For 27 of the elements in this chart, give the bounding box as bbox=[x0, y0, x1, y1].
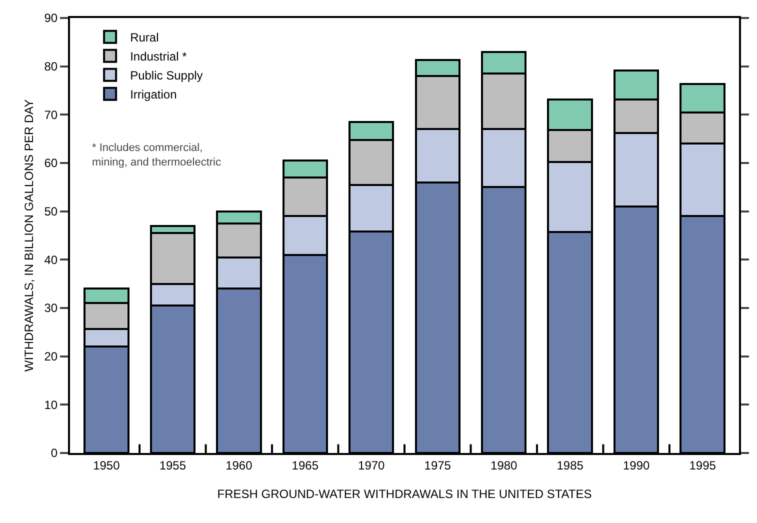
x-tick-label: 1955 bbox=[159, 458, 186, 472]
x-tick-label: 1970 bbox=[358, 458, 386, 472]
y-tick-label: 30 bbox=[44, 301, 58, 316]
x-tick-label: 1975 bbox=[424, 458, 452, 472]
x-tick-label: 1980 bbox=[490, 458, 518, 472]
x-tick-label: 1985 bbox=[556, 458, 584, 472]
y-tick-label: 60 bbox=[44, 156, 58, 170]
legend-label: Industrial * bbox=[130, 50, 188, 64]
x-tick-label: 1960 bbox=[226, 458, 253, 472]
legend-label: Irrigation bbox=[130, 88, 177, 102]
y-tick-label: 10 bbox=[44, 398, 58, 412]
legend-label: Rural bbox=[130, 30, 159, 45]
y-tick-label: 50 bbox=[44, 204, 58, 219]
y-tick-label: 0 bbox=[50, 446, 58, 460]
annotation: * Includes commercial, mining, and thermoelectric bbox=[92, 142, 222, 168]
y-tick-label: 70 bbox=[44, 108, 58, 122]
y-tick-label: 80 bbox=[44, 60, 58, 74]
legend-label: Public Supply bbox=[130, 68, 203, 83]
x-tick-label: 1950 bbox=[93, 458, 120, 472]
y-axis-title: WITHDRAWALS, IN BILLION GALLONS PER DAY bbox=[22, 99, 36, 372]
x-tick-label: 1990 bbox=[622, 458, 650, 472]
y-tick-label: 40 bbox=[44, 252, 58, 267]
x-tick-label: 1965 bbox=[292, 458, 319, 472]
x-tick-label: 1995 bbox=[689, 458, 716, 472]
x-axis-title: FRESH GROUND-WATER WITHDRAWALS IN THE UNITED STATES bbox=[217, 486, 592, 501]
y-tick-label: 90 bbox=[44, 11, 58, 26]
y-tick-label: 20 bbox=[44, 350, 58, 364]
